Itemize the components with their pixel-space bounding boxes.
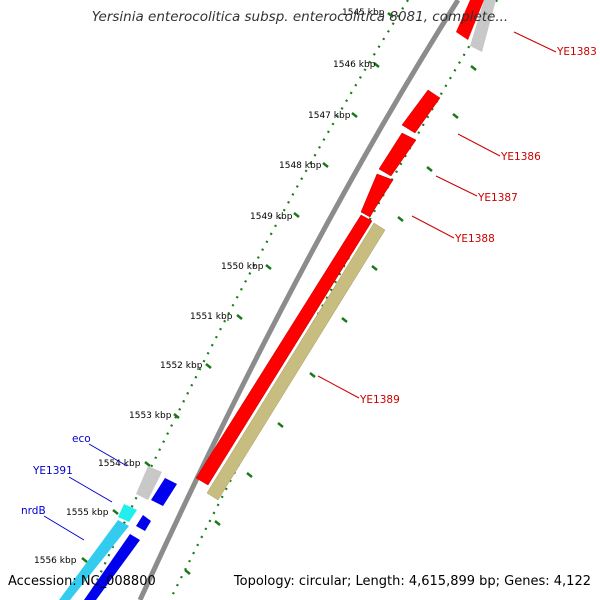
kbp-label: 1551 kbp xyxy=(190,312,233,322)
genome-backbone xyxy=(137,0,461,600)
gene-label-ye1383: YE1383 xyxy=(556,46,597,58)
feature-eco-gray[interactable] xyxy=(136,466,162,500)
feature-top-ye1383[interactable] xyxy=(456,0,496,52)
accession-label: Accession: NC_008800 xyxy=(8,574,156,589)
genome-summary: Topology: circular; Length: 4,615,899 bp… xyxy=(233,574,591,589)
gene-label-ye1386: YE1386 xyxy=(500,151,541,163)
label-leaders xyxy=(43,31,557,541)
kbp-label: 1554 kbp xyxy=(98,459,141,469)
cds-ye1386[interactable] xyxy=(401,89,441,134)
cds-ye1389-red[interactable] xyxy=(195,214,373,486)
kbp-label: 1553 kbp xyxy=(129,411,172,421)
kbp-label: 1547 kbp xyxy=(308,111,351,121)
gene-labels: YE1383 YE1386 YE1387 YE1388 YE1389 eco Y… xyxy=(21,46,597,517)
kbp-label: 1556 kbp xyxy=(34,556,77,566)
kbp-label: 1552 kbp xyxy=(160,361,203,371)
feature-blue-2[interactable] xyxy=(136,515,151,531)
gene-label-ye1388: YE1388 xyxy=(454,233,495,245)
feature-nrdb-cyan[interactable] xyxy=(59,520,129,600)
kbp-labels: 1545 kbp 1546 kbp 1547 kbp 1548 kbp 1549… xyxy=(34,8,385,566)
cds-ye1388[interactable] xyxy=(360,173,394,218)
kbp-label: 1546 kbp xyxy=(333,60,376,70)
cds-ye1387[interactable] xyxy=(378,132,417,177)
gene-label-ye1387: YE1387 xyxy=(477,192,518,204)
inner-tick-marks xyxy=(184,65,477,575)
gene-label-nrdb: nrdB xyxy=(21,505,46,517)
kbp-tick-marks xyxy=(81,12,394,563)
gene-label-ye1391: YE1391 xyxy=(32,465,73,477)
gene-label-ye1389: YE1389 xyxy=(359,394,400,406)
map-title: Yersinia enterocolitica subsp. enterocol… xyxy=(91,9,509,25)
kbp-label: 1549 kbp xyxy=(250,212,293,222)
kbp-label: 1555 kbp xyxy=(66,508,109,518)
kbp-label: 1550 kbp xyxy=(221,262,264,272)
kbp-label: 1548 kbp xyxy=(279,161,322,171)
feature-ye1391-cyan[interactable] xyxy=(118,504,137,522)
feature-blue-1[interactable] xyxy=(151,478,177,506)
kbp-label: 1545 kbp xyxy=(342,8,385,18)
feature-ye1389-olive[interactable] xyxy=(206,222,386,501)
gene-label-eco: eco xyxy=(72,433,91,445)
feature-blue-3[interactable] xyxy=(84,534,140,600)
